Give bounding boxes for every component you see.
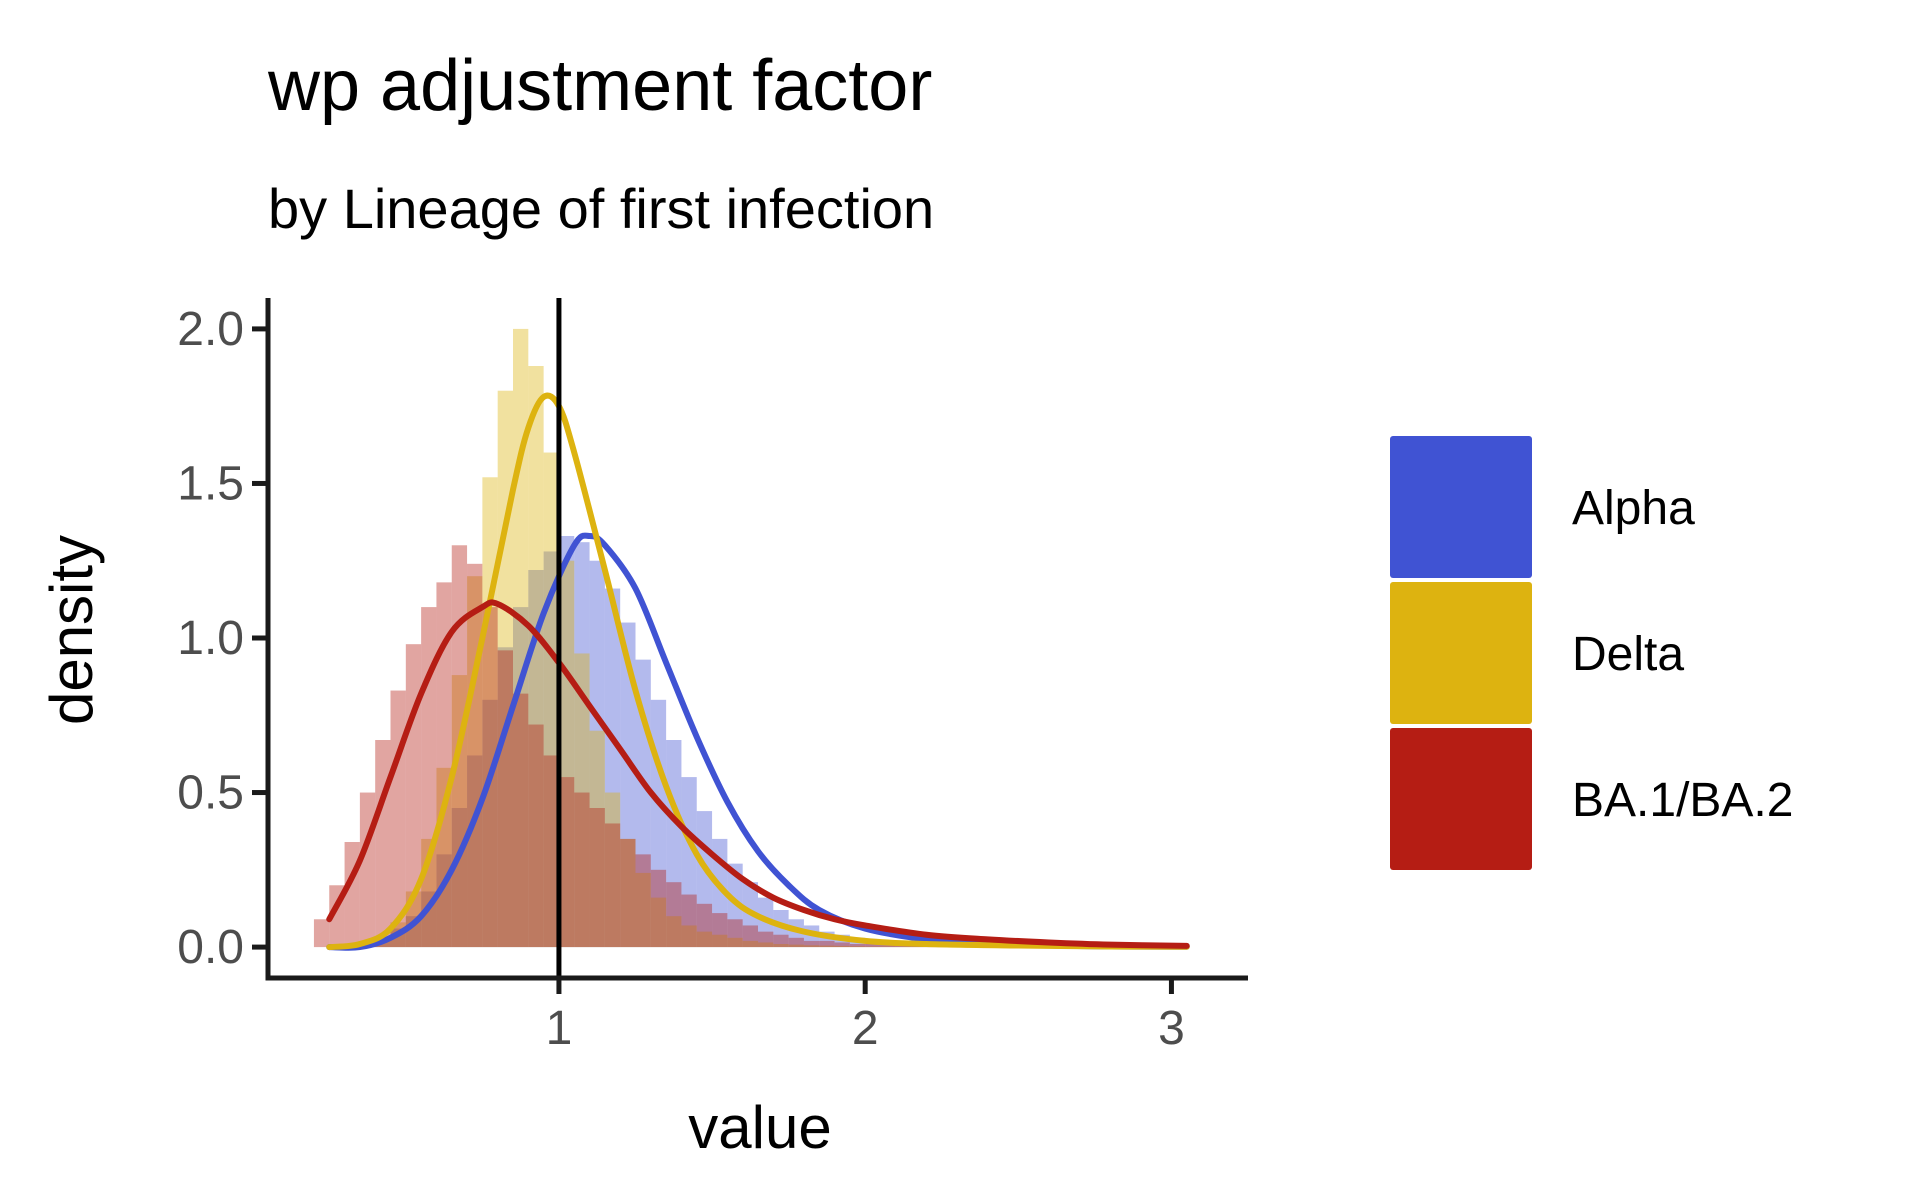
- histogram-bar-ba-1-ba-2: [543, 755, 559, 948]
- histogram-bar-ba-1-ba-2: [834, 942, 850, 948]
- legend-label-delta: Delta: [1572, 628, 1684, 681]
- histogram-bar-ba-1-ba-2: [313, 919, 330, 948]
- histogram-bar-ba-1-ba-2: [865, 944, 881, 948]
- histogram-bar-delta: [497, 390, 513, 948]
- histogram-bar-delta: [742, 940, 758, 948]
- histogram-bar-delta: [834, 945, 850, 948]
- histogram-bar-ba-1-ba-2: [467, 563, 483, 948]
- histogram-bar-delta: [589, 730, 605, 948]
- histogram-bar-ba-1-ba-2: [359, 792, 376, 948]
- histogram-bar-ba-1-ba-2: [803, 940, 820, 948]
- y-tick-label: 1.0: [177, 612, 244, 665]
- legend-key-ba-1-ba-2: [1390, 728, 1532, 870]
- histogram-bar-ba-1-ba-2: [513, 693, 529, 948]
- histogram-bar-ba-1-ba-2: [788, 937, 804, 948]
- density-line-ba-1-ba-2: [326, 599, 1190, 949]
- density-layer: [326, 392, 1190, 951]
- histogram-bar-ba-1-ba-2: [758, 931, 774, 948]
- histogram-bar-alpha: [620, 622, 636, 948]
- y-tick-label: 0.5: [177, 767, 244, 820]
- histogram-layer: [313, 328, 1187, 948]
- histogram-bar-delta: [650, 897, 667, 948]
- histogram-bar-alpha: [681, 777, 697, 948]
- histogram-bar-delta: [620, 838, 636, 948]
- histogram-bar-ba-1-ba-2: [849, 944, 866, 948]
- histogram-bar-ba-1-ba-2: [635, 854, 651, 948]
- histogram-bar-ba-1-ba-2: [681, 894, 697, 948]
- histogram-bar-delta: [712, 934, 728, 948]
- plot-area: [313, 298, 1190, 978]
- histogram-bar-delta: [758, 942, 774, 948]
- histogram-bar-delta: [666, 916, 682, 948]
- histogram-bar-ba-1-ba-2: [880, 944, 896, 948]
- histogram-bar-delta: [819, 945, 835, 948]
- histogram-bar-delta: [696, 931, 713, 948]
- x-tick-label: 2: [852, 1002, 879, 1055]
- histogram-bar-ba-1-ba-2: [696, 903, 713, 948]
- histogram-bar-ba-1-ba-2: [727, 919, 743, 948]
- histogram-bar-delta: [849, 946, 866, 948]
- histogram-bar-delta: [681, 925, 697, 948]
- histogram-bar-ba-1-ba-2: [574, 792, 590, 948]
- x-tick-label: 3: [1158, 1002, 1185, 1055]
- histogram-bar-delta: [604, 792, 621, 948]
- y-tick-label: 0.0: [177, 921, 244, 974]
- histogram-bar-alpha: [574, 542, 590, 948]
- histogram-bar-delta: [451, 675, 468, 948]
- histogram-bar-delta: [574, 653, 590, 948]
- y-tick-label: 2.0: [177, 303, 244, 356]
- histogram-bar-delta: [803, 945, 820, 948]
- histogram-bar-ba-1-ba-2: [773, 934, 789, 948]
- histogram-bar-ba-1-ba-2: [558, 777, 575, 948]
- x-axis-ticks: 1 2 3: [546, 978, 1185, 1055]
- histogram-bar-delta: [528, 366, 544, 948]
- histogram-bar-delta: [635, 872, 651, 948]
- histogram-bar-delta: [558, 560, 575, 948]
- chart-subtitle: by Lineage of first infection: [268, 177, 934, 240]
- histogram-bar-alpha: [773, 910, 789, 948]
- histogram-bar-ba-1-ba-2: [666, 882, 682, 948]
- histogram-bar-ba-1-ba-2: [589, 808, 605, 948]
- histogram-bar-alpha: [558, 536, 575, 948]
- histogram-bar-ba-1-ba-2: [375, 740, 391, 948]
- histogram-bar-ba-1-ba-2: [620, 838, 636, 948]
- density-line-alpha: [326, 532, 1190, 951]
- histogram-bar-alpha: [604, 588, 621, 948]
- legend-key-delta: [1390, 582, 1532, 724]
- y-tick-label: 1.5: [177, 457, 244, 510]
- histogram-bar-ba-1-ba-2: [497, 650, 513, 948]
- y-axis-title: density: [38, 535, 105, 725]
- histogram-bar-ba-1-ba-2: [604, 823, 621, 948]
- histogram-bar-ba-1-ba-2: [742, 925, 758, 948]
- histogram-bar-delta: [880, 946, 896, 948]
- histogram-bar-delta: [543, 452, 559, 948]
- histogram-bar-ba-1-ba-2: [528, 724, 544, 948]
- histogram-bar-delta: [727, 937, 743, 948]
- legend-key-alpha: [1390, 436, 1532, 578]
- histogram-bar-delta: [773, 944, 789, 948]
- histogram-bar-ba-1-ba-2: [390, 690, 406, 948]
- legend-label-ba-1-ba-2: BA.1/BA.2: [1572, 774, 1793, 827]
- histogram-bar-alpha: [589, 560, 605, 948]
- x-tick-label: 1: [546, 1002, 573, 1055]
- axes: 0.0 0.5 1.0 1.5 2.0 1 2 3: [177, 298, 1248, 1055]
- histogram-bar-ba-1-ba-2: [712, 913, 728, 948]
- histogram-bar-ba-1-ba-2: [436, 582, 452, 948]
- histogram-bar-ba-1-ba-2: [819, 940, 835, 948]
- histogram-bar-delta: [788, 944, 804, 948]
- x-axis-title: value: [688, 1094, 831, 1161]
- legend: Alpha Delta BA.1/BA.2: [1390, 436, 1793, 870]
- histogram-bar-alpha: [528, 570, 544, 948]
- y-axis-ticks: 0.0 0.5 1.0 1.5 2.0: [177, 303, 268, 974]
- histogram-bar-ba-1-ba-2: [650, 869, 667, 948]
- histogram-bar-delta: [865, 946, 881, 948]
- density-line-delta: [326, 392, 1190, 951]
- chart-title: wp adjustment factor: [267, 46, 932, 126]
- histogram-bar-ba-1-ba-2: [344, 842, 360, 948]
- legend-label-alpha: Alpha: [1572, 482, 1695, 535]
